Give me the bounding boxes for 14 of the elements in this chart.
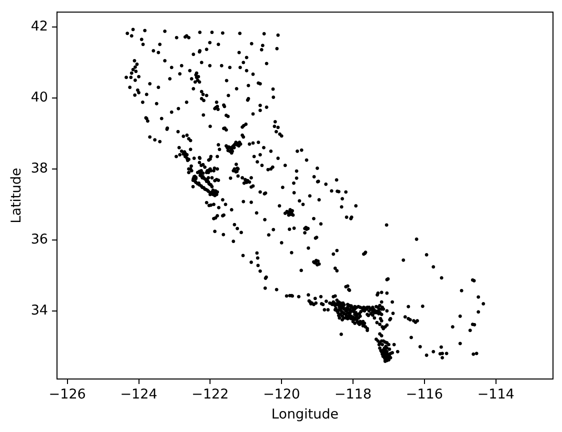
x-tick-label: −114 [477, 386, 514, 403]
x-tick-label: −120 [263, 386, 300, 403]
y-tick-label: 34 [30, 302, 48, 318]
y-tick-label: 36 [30, 231, 48, 248]
x-tick-label: −116 [406, 386, 443, 403]
x-tick-label: −122 [192, 386, 229, 403]
x-axis-title: Longitude [271, 406, 339, 422]
y-tick-label: 40 [30, 89, 48, 106]
x-tick-label: −126 [48, 386, 86, 403]
x-tick-label: −118 [334, 386, 372, 403]
y-tick-label: 38 [30, 160, 48, 176]
y-tick-label: 42 [30, 18, 48, 35]
x-tick-label: −124 [120, 386, 158, 403]
y-axis-title: Latitude [8, 168, 25, 224]
